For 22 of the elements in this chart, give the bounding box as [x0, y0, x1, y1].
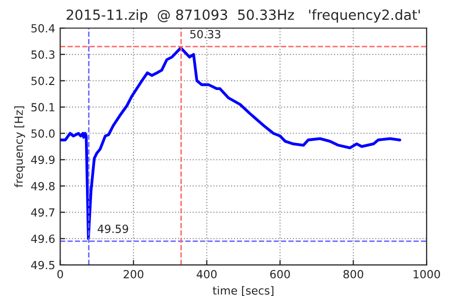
line-series [60, 46, 402, 240]
y-tick-label: 50.4 [31, 24, 55, 32]
x-tick-label: 1000 [414, 270, 440, 278]
y-tick-label: 49.6 [31, 234, 55, 243]
annotation: 50.33 [190, 30, 220, 38]
x-tick-label: 200 [124, 270, 144, 278]
y-tick-label: 49.9 [31, 156, 55, 164]
x-tick-label: 0 [57, 270, 63, 278]
y-tick-label: 49.8 [31, 182, 55, 190]
y-tick-label: 50.3 [31, 50, 54, 59]
y-tick-label: 49.5 [31, 260, 54, 270]
x-axis-title: time [secs] [212, 286, 274, 296]
y-tick-label: 50.2 [31, 76, 54, 86]
x-tick-label: 600 [270, 270, 290, 278]
annotation: 49.59 [98, 224, 128, 234]
y-axis-title: frequency [Hz] [14, 106, 26, 188]
y-tick-label: 50.1 [31, 103, 54, 112]
chart-title: 2015-11.zip @ 871093 50.33Hz 'frequency2.dat' [66, 9, 420, 23]
x-tick-label: 400 [196, 270, 217, 278]
x-tick-label: 800 [343, 270, 364, 278]
y-tick-label: 49.7 [31, 208, 54, 217]
y-tick-label: 50.0 [31, 129, 55, 138]
